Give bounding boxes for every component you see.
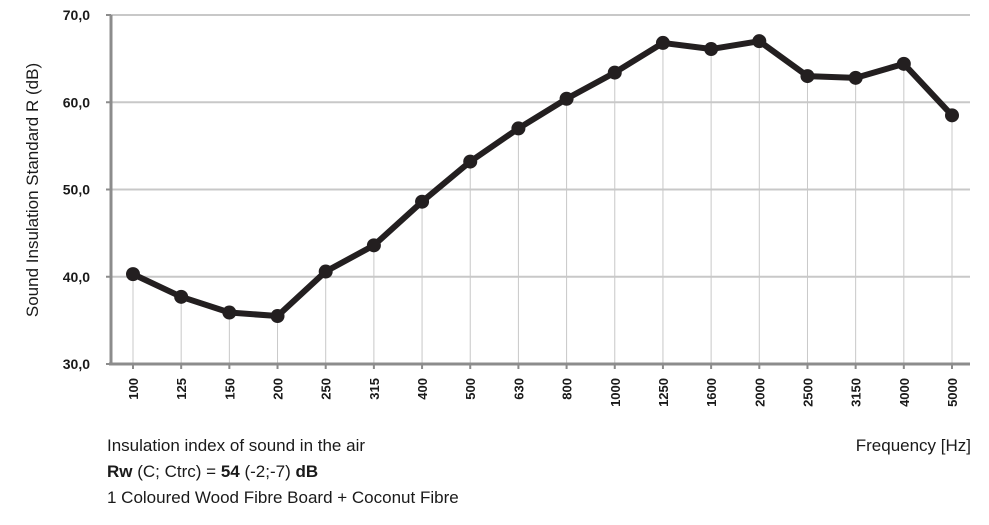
data-point	[463, 154, 478, 169]
data-point	[511, 121, 526, 136]
data-point	[126, 267, 140, 282]
data-point	[270, 309, 285, 324]
x-tick-labels: 100 125 150 200 250 315 400 500 630 800 1000 1250 16…	[126, 378, 960, 407]
x-axis-title: Frequency [Hz]	[855, 436, 971, 455]
data-point	[318, 264, 333, 279]
data-point	[222, 305, 237, 320]
x-tick-label: 1600	[704, 378, 719, 407]
vertical-gridlines	[132, 41, 953, 364]
x-tick-label: 2000	[752, 378, 767, 407]
y-tick-label: 50,0	[63, 182, 90, 198]
rw-terms-label: (C; Ctrc) =	[132, 462, 221, 481]
data-point	[415, 194, 430, 209]
y-tick-label: 70,0	[63, 7, 90, 23]
x-tick-label: 150	[222, 378, 237, 400]
x-tick-label: 500	[463, 378, 478, 400]
rw-value: 54	[220, 462, 240, 481]
data-point	[366, 238, 381, 253]
x-tick-label: 4000	[897, 378, 912, 407]
y-tick-label: 30,0	[63, 356, 90, 372]
data-point	[174, 289, 189, 304]
x-tick-label: 630	[511, 378, 526, 400]
x-tick-label: 1000	[608, 378, 623, 407]
y-tick-label: 60,0	[63, 94, 90, 110]
y-tick-labels: 30,0 40,0 50,0 60,0 70,0	[63, 7, 90, 372]
data-point	[752, 34, 767, 49]
axes	[106, 14, 970, 369]
x-tick-label: 100	[126, 378, 141, 400]
x-tick-label: 2500	[800, 378, 815, 407]
data-point	[559, 91, 574, 106]
data-point	[800, 69, 815, 84]
rw-label: Rw	[107, 462, 133, 481]
data-point	[704, 42, 719, 57]
x-tick-label: 250	[319, 378, 334, 400]
x-tick-label: 400	[415, 378, 430, 400]
caption-rw-rating: Rw (C; Ctrc) = 54 (-2;-7) dB	[107, 462, 318, 482]
x-tick-label: 800	[560, 378, 575, 400]
x-tick-label: 1250	[656, 378, 671, 407]
x-tick-label: 315	[367, 378, 382, 400]
data-series	[126, 34, 959, 324]
data-point	[896, 56, 911, 71]
y-axis-title-container: Sound Insulation Standard R (dB)	[18, 30, 48, 350]
caption-material: 1 Coloured Wood Fibre Board + Coconut Fi…	[107, 488, 459, 507]
data-point	[607, 65, 622, 80]
x-tick-label: 125	[174, 378, 189, 400]
rw-unit: dB	[295, 462, 319, 481]
data-point	[655, 35, 670, 50]
x-tick-label: 5000	[945, 378, 960, 407]
horizontal-gridlines	[111, 14, 970, 278]
rw-adaptation-terms: (-2;-7)	[239, 462, 296, 481]
x-tick-label: 3150	[849, 378, 864, 407]
y-tick-label: 40,0	[63, 269, 90, 285]
y-axis-title: Sound Insulation Standard R (dB)	[23, 62, 42, 318]
series-line	[130, 38, 955, 320]
x-tick-label: 200	[271, 378, 286, 400]
data-point	[945, 108, 959, 123]
data-point	[848, 70, 863, 85]
caption-insulation-index: Insulation index of sound in the air	[107, 436, 366, 455]
